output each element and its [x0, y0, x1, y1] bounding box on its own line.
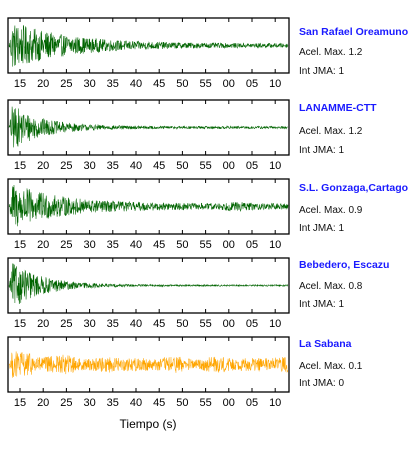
x-tick-label: 10: [269, 239, 281, 251]
x-tick-label: 30: [83, 397, 95, 409]
x-tick-label: 20: [37, 397, 49, 409]
x-tick-label: 45: [153, 239, 165, 251]
x-tick-label: 05: [246, 318, 258, 330]
x-tick-label: 10: [269, 318, 281, 330]
x-tick-label: 25: [60, 78, 72, 90]
int-jma-label: Int JMA: 0: [299, 378, 345, 389]
x-tick-label: 40: [130, 78, 142, 90]
x-tick-label: 20: [37, 239, 49, 251]
x-tick-label: 30: [83, 318, 95, 330]
x-tick-label: 50: [176, 160, 188, 172]
x-tick-label: 30: [83, 78, 95, 90]
waveform-trace: [8, 351, 289, 378]
x-tick-label: 35: [107, 78, 119, 90]
x-tick-label: 25: [60, 160, 72, 172]
x-tick-label: 05: [246, 239, 258, 251]
x-tick-label: 40: [130, 239, 142, 251]
x-tick-label: 35: [107, 318, 119, 330]
x-axis-label: Tiempo (s): [120, 417, 177, 431]
x-tick-label: 00: [223, 239, 235, 251]
station-name: La Sabana: [299, 338, 352, 350]
x-tick-label: 00: [223, 160, 235, 172]
x-tick-label: 45: [153, 318, 165, 330]
x-tick-label: 10: [269, 397, 281, 409]
x-tick-label: 15: [14, 160, 26, 172]
x-tick-label: 40: [130, 318, 142, 330]
x-tick-label: 10: [269, 160, 281, 172]
x-tick-label: 20: [37, 160, 49, 172]
x-tick-label: 20: [37, 78, 49, 90]
x-tick-label: 35: [107, 160, 119, 172]
x-tick-label: 25: [60, 318, 72, 330]
x-tick-label: 25: [60, 239, 72, 251]
int-jma-label: Int JMA: 1: [299, 299, 345, 310]
waveform-trace: [8, 184, 289, 227]
x-tick-label: 10: [269, 78, 281, 90]
x-tick-label: 05: [246, 78, 258, 90]
x-tick-label: 15: [14, 239, 26, 251]
x-tick-label: 25: [60, 397, 72, 409]
station-name: San Rafael Oreamuno: [299, 26, 409, 38]
x-tick-label: 00: [223, 78, 235, 90]
x-tick-label: 15: [14, 318, 26, 330]
x-tick-label: 55: [199, 239, 211, 251]
int-jma-label: Int JMA: 1: [299, 145, 345, 156]
x-tick-label: 35: [107, 239, 119, 251]
x-tick-label: 50: [176, 78, 188, 90]
x-tick-label: 00: [223, 318, 235, 330]
x-tick-label: 40: [130, 397, 142, 409]
x-tick-label: 35: [107, 397, 119, 409]
waveform-trace: [8, 106, 289, 148]
x-tick-label: 05: [246, 397, 258, 409]
x-tick-label: 50: [176, 397, 188, 409]
x-tick-label: 55: [199, 160, 211, 172]
x-tick-label: 45: [153, 160, 165, 172]
x-tick-label: 00: [223, 397, 235, 409]
x-tick-label: 55: [199, 318, 211, 330]
x-tick-label: 50: [176, 318, 188, 330]
waveform-trace: [8, 263, 289, 305]
acel-max-label: Acel. Max. 0.9: [299, 205, 363, 216]
x-tick-label: 30: [83, 160, 95, 172]
x-tick-label: 20: [37, 318, 49, 330]
station-name: S.L. Gonzaga,Cartago: [299, 182, 409, 194]
int-jma-label: Int JMA: 1: [299, 223, 345, 234]
acel-max-label: Acel. Max. 0.1: [299, 361, 363, 372]
x-tick-label: 55: [199, 78, 211, 90]
x-tick-label: 50: [176, 239, 188, 251]
x-tick-label: 30: [83, 239, 95, 251]
waveform-trace: [8, 24, 289, 67]
station-name: Bebedero, Escazu: [299, 259, 390, 271]
x-tick-label: 05: [246, 160, 258, 172]
int-jma-label: Int JMA: 1: [299, 66, 345, 77]
x-tick-label: 40: [130, 160, 142, 172]
station-name: LANAMME-CTT: [299, 102, 377, 114]
x-tick-label: 15: [14, 78, 26, 90]
x-tick-label: 55: [199, 397, 211, 409]
x-tick-label: 45: [153, 78, 165, 90]
x-tick-label: 45: [153, 397, 165, 409]
acel-max-label: Acel. Max. 0.8: [299, 281, 363, 292]
acel-max-label: Acel. Max. 1.2: [299, 47, 363, 58]
acel-max-label: Acel. Max. 1.2: [299, 126, 363, 137]
x-tick-label: 15: [14, 397, 26, 409]
